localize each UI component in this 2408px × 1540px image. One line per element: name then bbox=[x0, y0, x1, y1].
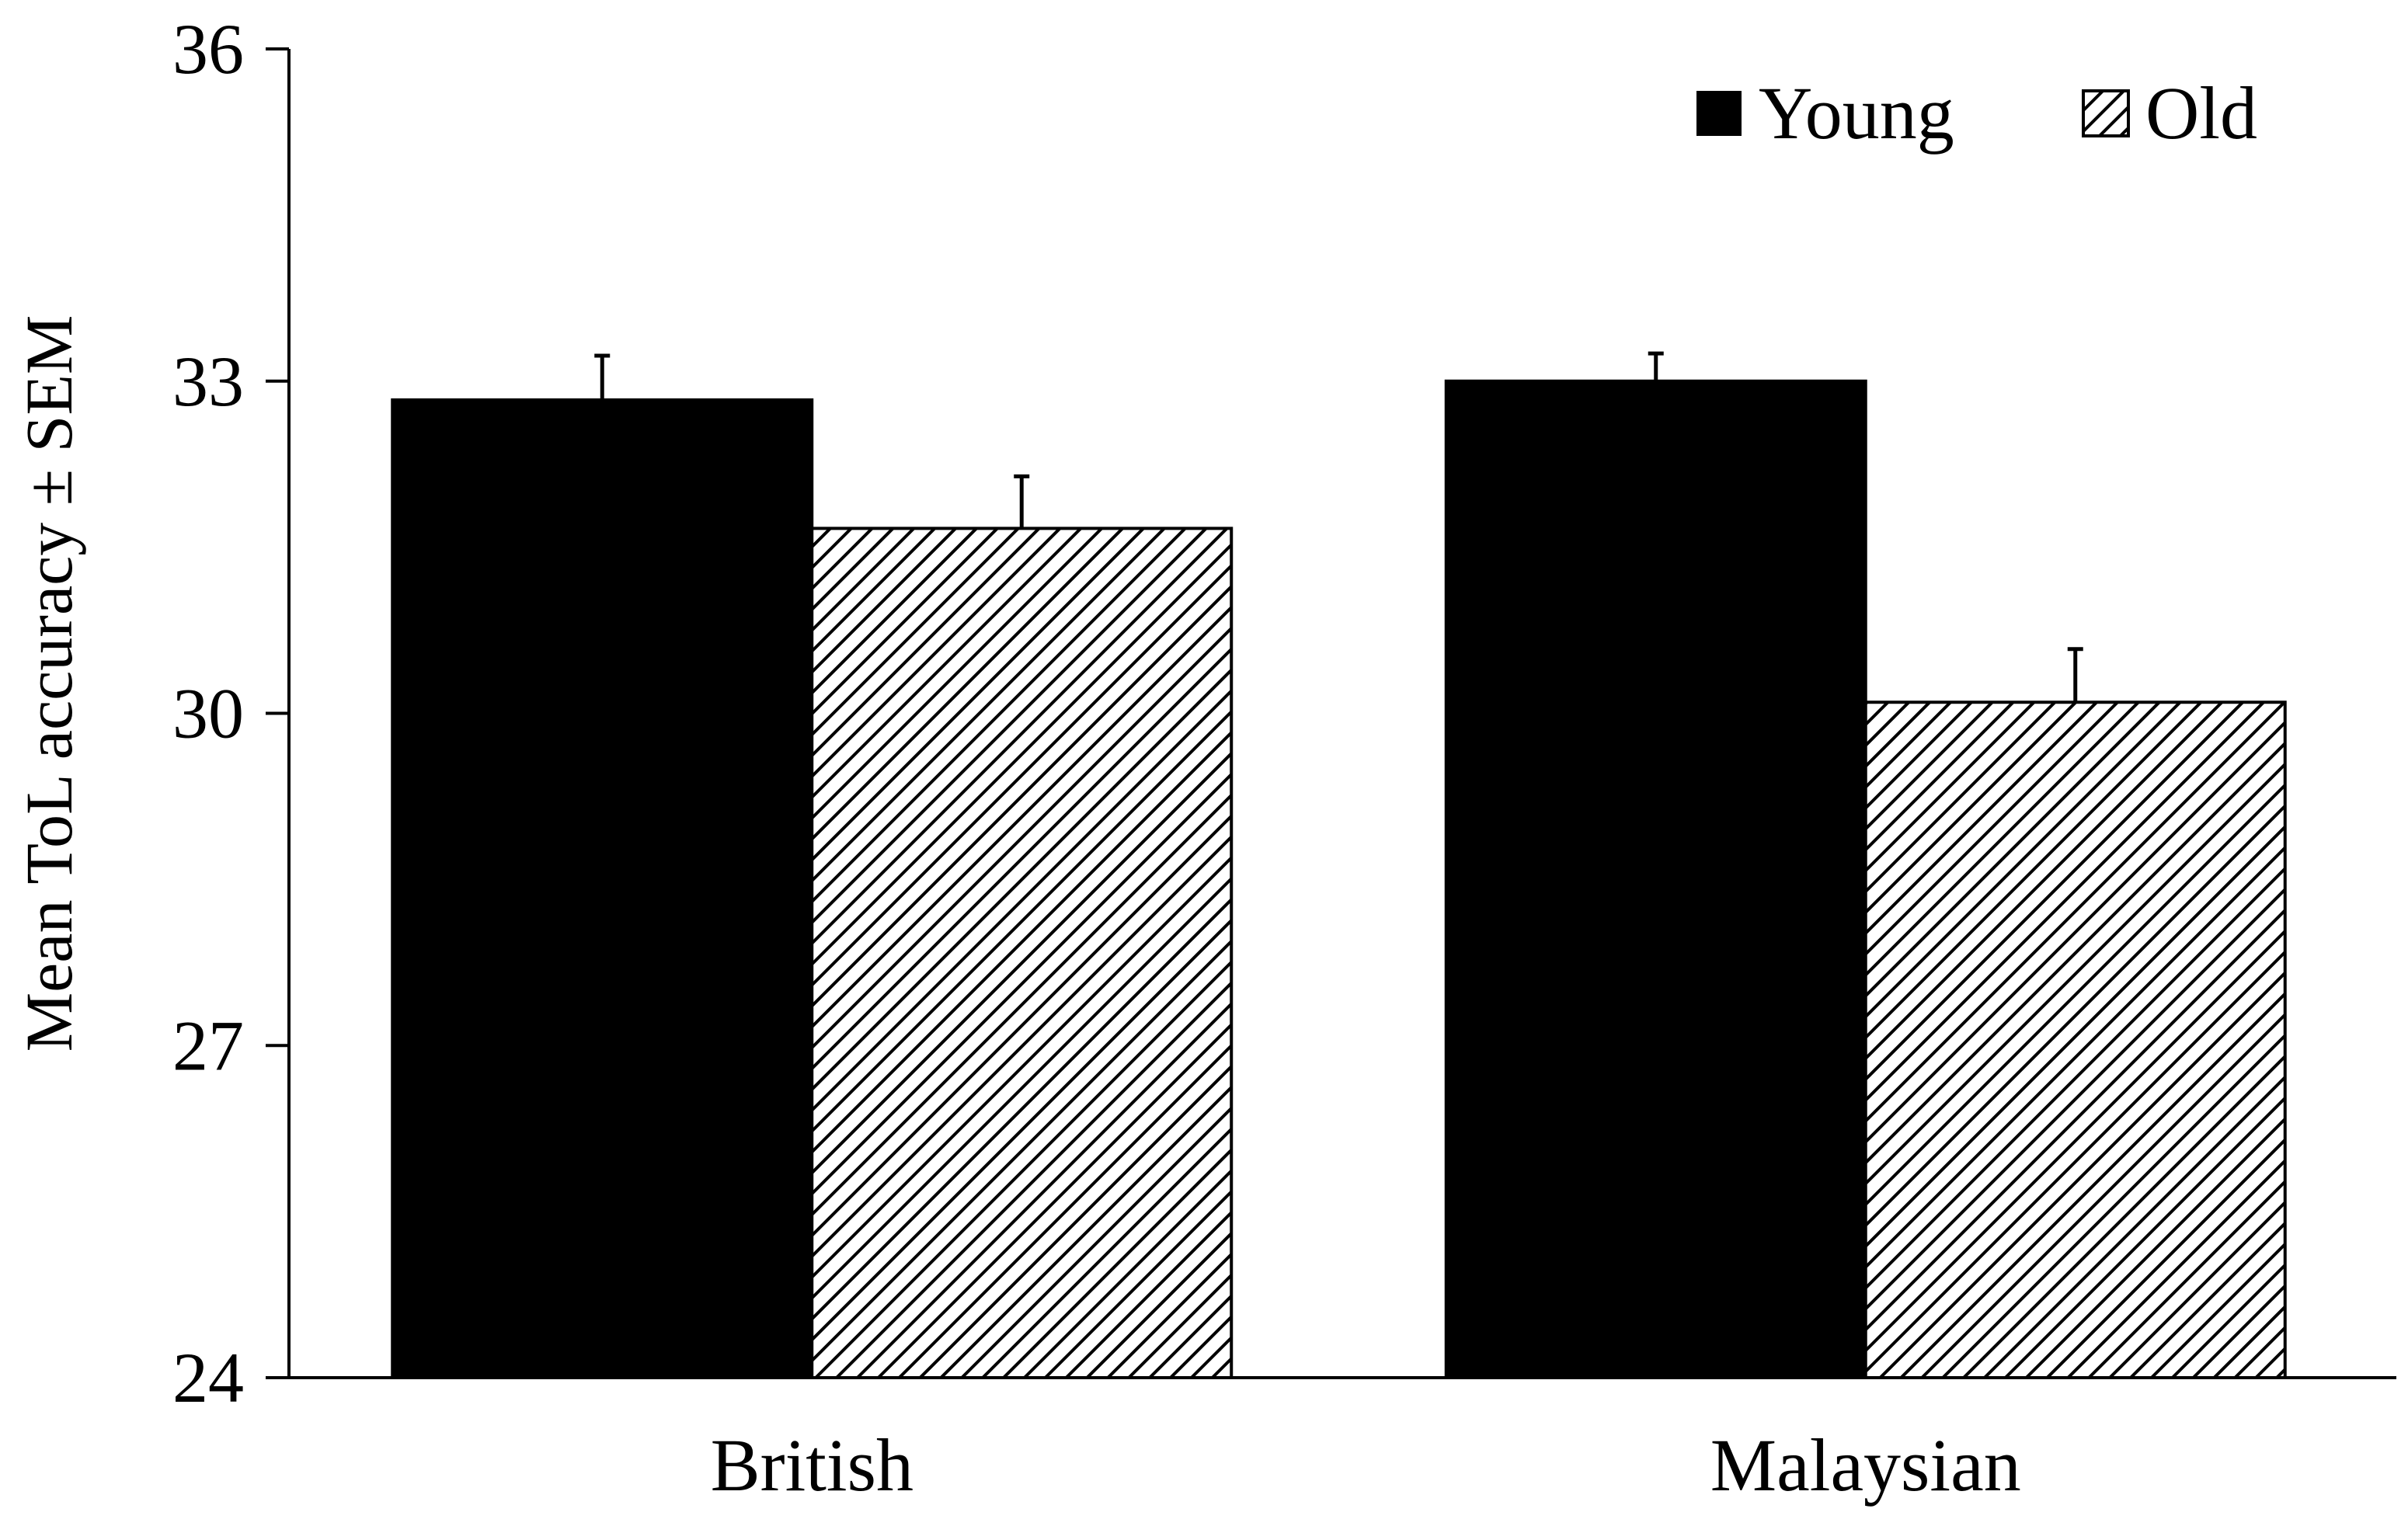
legend-swatch-young bbox=[1696, 91, 1742, 136]
y-axis-title: Mean ToL accuracy ± SEM bbox=[12, 315, 86, 1052]
y-tick-label: 30 bbox=[172, 674, 244, 753]
y-tick-label: 33 bbox=[172, 342, 244, 421]
bar-old-malaysian bbox=[1863, 700, 2287, 1379]
x-axis-labels: British Malaysian bbox=[711, 1424, 2021, 1507]
bar-old-british bbox=[810, 527, 1234, 1379]
y-axis-ticks: 24 27 30 33 36 bbox=[172, 9, 289, 1417]
bar-young-british bbox=[391, 398, 814, 1380]
error-bars bbox=[594, 351, 2083, 703]
y-tick-label: 24 bbox=[172, 1338, 244, 1417]
legend-label-young: Young bbox=[1759, 71, 1954, 155]
y-tick-label: 36 bbox=[172, 9, 244, 89]
x-category-label-malaysian: Malaysian bbox=[1710, 1424, 2021, 1507]
legend-label-old: Old bbox=[2145, 71, 2257, 155]
x-category-label-british: British bbox=[711, 1424, 913, 1507]
bars bbox=[391, 379, 2287, 1380]
legend: Young Old bbox=[1696, 71, 2257, 155]
bar-young-malaysian bbox=[1444, 379, 1867, 1379]
legend-swatch-old bbox=[2082, 89, 2130, 137]
y-tick-label: 27 bbox=[172, 1006, 244, 1085]
